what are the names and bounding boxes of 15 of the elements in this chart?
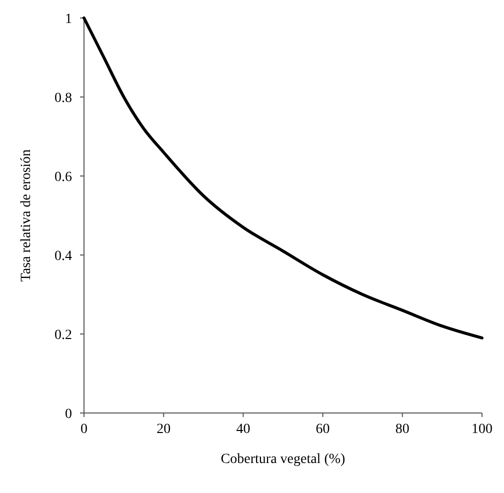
x-tick-label: 80 <box>395 422 410 437</box>
x-tick-label: 40 <box>236 422 250 437</box>
y-tick-label: 0.8 <box>54 91 72 106</box>
y-tick-label: 0.6 <box>54 170 72 185</box>
y-tick-label: 1 <box>65 12 72 27</box>
x-tick-label: 20 <box>156 422 171 437</box>
x-tick-label: 60 <box>316 422 330 437</box>
y-tick-label: 0 <box>65 407 72 422</box>
y-tick-label: 0.4 <box>54 249 72 264</box>
x-axis-title: Cobertura vegetal (%) <box>220 452 346 467</box>
y-axis-title: Tasa relativa de erosión <box>19 149 34 282</box>
x-tick-label: 100 <box>472 422 492 437</box>
line-series <box>82 16 484 340</box>
y-tick-label: 0.2 <box>54 328 72 343</box>
x-tick-label: 0 <box>80 422 88 437</box>
